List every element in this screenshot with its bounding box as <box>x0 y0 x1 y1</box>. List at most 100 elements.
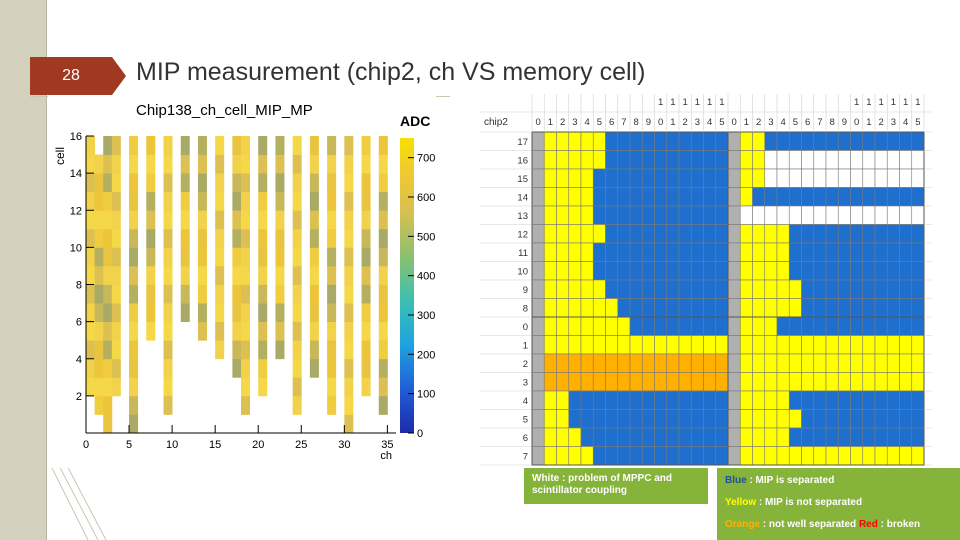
table-cell <box>788 409 802 429</box>
heatmap-cell <box>241 154 251 174</box>
table-cell <box>556 298 570 318</box>
heatmap-cell <box>197 136 207 155</box>
heatmap-cell <box>103 358 113 378</box>
heatmap-cell <box>129 210 139 230</box>
table-cell <box>641 150 655 170</box>
table-cell <box>654 131 668 151</box>
table-cell <box>764 316 778 336</box>
heatmap-cell <box>275 210 285 230</box>
legend-blue-key: Blue <box>725 475 747 486</box>
heatmap-cell <box>180 284 190 304</box>
table-cell <box>764 261 778 281</box>
heatmap-cell <box>232 321 242 341</box>
table-cell <box>886 446 900 466</box>
heatmap-cell <box>103 284 113 304</box>
heatmap-cell <box>232 191 242 211</box>
heatmap-cell <box>180 191 190 211</box>
table-cell <box>837 298 851 318</box>
heatmap-cell <box>361 136 371 155</box>
heatmap-cell <box>309 358 319 378</box>
legend-red-desc: : broken <box>880 519 921 530</box>
table-cell <box>764 242 778 262</box>
heatmap-cell <box>94 303 104 323</box>
table-cell <box>776 446 790 466</box>
heatmap-cell <box>129 340 139 360</box>
table-cell <box>629 187 643 207</box>
heatmap-cell <box>275 191 285 211</box>
table-cell <box>715 261 729 281</box>
legend-blue: Blue : MIP is separated <box>725 475 834 486</box>
y-tick-label: 6 <box>76 317 82 329</box>
table-cell <box>715 224 729 244</box>
table-cell <box>666 316 680 336</box>
legend-orange-red: Orange : not well separated Red : broken <box>725 519 920 530</box>
heatmap-cell <box>163 321 173 341</box>
table-cell <box>899 353 913 373</box>
heatmap-cell <box>111 321 121 341</box>
table-cell <box>739 446 753 466</box>
heatmap-cell <box>163 395 173 415</box>
heatmap-cell <box>146 247 156 267</box>
table-cell <box>605 427 619 447</box>
table-cell <box>886 168 900 188</box>
column-header-tens: 1 <box>719 97 724 108</box>
table-cell <box>654 446 668 466</box>
table-cell <box>531 224 545 244</box>
table-cell <box>739 316 753 336</box>
table-cell <box>543 427 557 447</box>
column-header-units: 1 <box>744 117 749 128</box>
heatmap-cell <box>103 173 113 193</box>
slide-number-banner <box>30 57 126 95</box>
heatmap-cell <box>258 136 268 155</box>
table-cell <box>543 298 557 318</box>
table-cell <box>666 279 680 299</box>
table-cell <box>641 353 655 373</box>
colorbar-tick-label: 300 <box>417 310 435 322</box>
table-cell <box>531 409 545 429</box>
heatmap-cell <box>103 377 113 397</box>
heatmap-cell <box>258 154 268 174</box>
heatmap-cell <box>241 247 251 267</box>
table-cell <box>911 427 925 447</box>
heatmap-cell <box>258 173 268 193</box>
heatmap-cell <box>232 340 242 360</box>
heatmap-cell <box>94 321 104 341</box>
heatmap-cell <box>258 265 268 285</box>
table-cell <box>617 168 631 188</box>
table-cell <box>739 187 753 207</box>
heatmap-cell <box>111 303 121 323</box>
table-cell <box>703 372 717 392</box>
table-cell <box>776 224 790 244</box>
table-cell <box>727 390 741 410</box>
table-cell <box>654 372 668 392</box>
heatmap-cell <box>146 173 156 193</box>
table-cell <box>703 242 717 262</box>
table-cell <box>752 372 766 392</box>
table-cell <box>752 131 766 151</box>
table-cell <box>617 390 631 410</box>
heatmap-cell <box>327 377 337 397</box>
table-cell <box>739 131 753 151</box>
row-label-left: 4 <box>523 396 528 407</box>
table-cell <box>568 298 582 318</box>
heatmap-cell <box>129 265 139 285</box>
legend-yellow-key: Yellow <box>725 497 757 508</box>
table-cell <box>666 168 680 188</box>
table-cell <box>690 187 704 207</box>
legend-white-desc2: scintillator coupling <box>532 485 628 496</box>
heatmap-cell <box>146 191 156 211</box>
table-cell <box>837 279 851 299</box>
table-cell <box>911 409 925 429</box>
table-cell <box>899 335 913 355</box>
table-cell <box>715 446 729 466</box>
table-cell <box>580 279 594 299</box>
heatmap-cell <box>258 191 268 211</box>
table-cell <box>543 131 557 151</box>
table-cell <box>678 224 692 244</box>
legend-yellow: Yellow : MIP is not separated <box>725 497 862 508</box>
table-cell <box>703 316 717 336</box>
table-cell <box>543 316 557 336</box>
column-header-units: 0 <box>535 117 540 128</box>
heatmap-cell <box>103 136 113 155</box>
table-cell <box>862 298 876 318</box>
